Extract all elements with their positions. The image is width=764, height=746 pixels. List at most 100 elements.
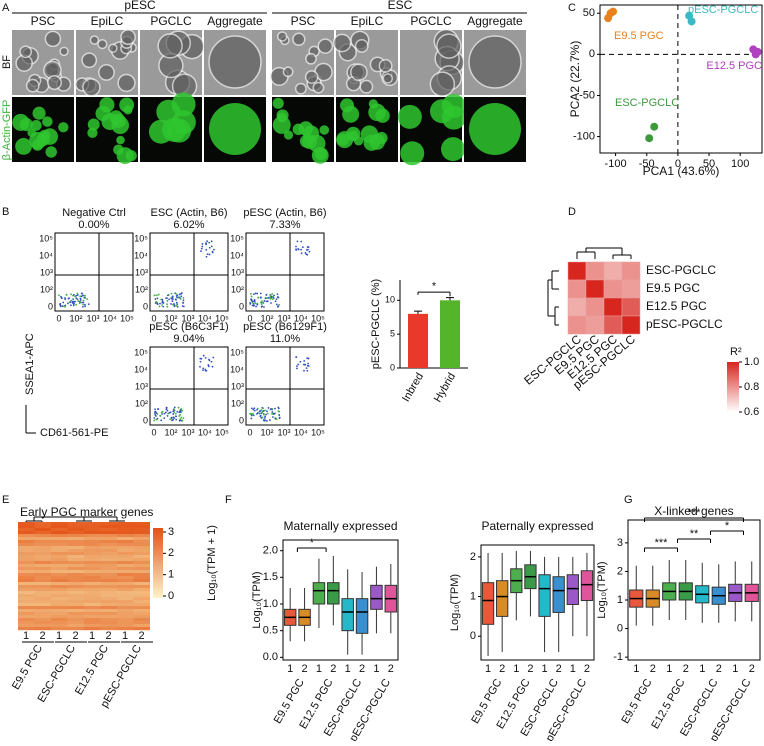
event-dot bbox=[172, 413, 175, 415]
heat-cell bbox=[51, 579, 68, 583]
event-dot bbox=[67, 302, 69, 305]
event-dot bbox=[252, 302, 255, 305]
heat-cell bbox=[100, 615, 117, 619]
heat-cell bbox=[117, 525, 134, 529]
event-dot bbox=[277, 406, 280, 409]
gfp-cell bbox=[319, 125, 330, 135]
chart-title: Paternally expressed bbox=[481, 519, 593, 533]
gfp-cell bbox=[95, 105, 111, 122]
gfp-cell bbox=[368, 99, 378, 109]
heat-cell bbox=[84, 525, 101, 529]
heat-cell bbox=[34, 555, 51, 559]
event-dot bbox=[208, 359, 211, 362]
heat-cell bbox=[84, 588, 101, 592]
heat-cell bbox=[84, 603, 101, 607]
heat-cell bbox=[100, 624, 117, 628]
heat-cell bbox=[117, 582, 134, 586]
x-tick-label: 10⁴ bbox=[198, 313, 212, 323]
plot-frame bbox=[627, 519, 761, 661]
heat-cell bbox=[133, 621, 150, 625]
event-dot bbox=[70, 304, 72, 307]
event-dot bbox=[250, 413, 252, 415]
heat-cell bbox=[51, 534, 68, 538]
heat-cell bbox=[100, 579, 117, 583]
event-dot bbox=[64, 304, 67, 307]
event-dot bbox=[58, 294, 60, 297]
heat-cell bbox=[117, 615, 134, 619]
x-tick-label: 2 bbox=[105, 630, 111, 642]
event-dot bbox=[176, 296, 179, 299]
heat-cell bbox=[84, 585, 101, 589]
event-dot bbox=[205, 248, 208, 251]
heat-cell bbox=[51, 600, 68, 604]
event-dot bbox=[75, 297, 78, 299]
heat-cell bbox=[51, 540, 68, 544]
box bbox=[552, 576, 565, 613]
heat-cell bbox=[567, 315, 587, 335]
heat-cell bbox=[133, 579, 150, 583]
significance: *** bbox=[655, 537, 669, 549]
heat-cell bbox=[100, 600, 117, 604]
heat-cell bbox=[117, 606, 134, 610]
heat-cell bbox=[51, 624, 68, 628]
x-tick-label: 10⁴ bbox=[294, 427, 308, 437]
event-dot bbox=[156, 413, 159, 415]
heat-cell bbox=[133, 582, 150, 586]
event-dot bbox=[206, 253, 209, 256]
heat-cell bbox=[100, 609, 117, 613]
event-dot bbox=[270, 408, 272, 410]
heat-cell bbox=[18, 612, 35, 616]
heat-cell bbox=[84, 597, 101, 601]
heat-cell bbox=[133, 537, 150, 541]
heat-cell bbox=[67, 612, 84, 616]
plot-frame bbox=[480, 544, 595, 661]
series-label: E12.5 PGC bbox=[706, 60, 762, 72]
heat-cell bbox=[84, 627, 101, 631]
bf-cell bbox=[19, 45, 33, 59]
box bbox=[580, 570, 594, 602]
point bbox=[609, 7, 618, 16]
event-dot bbox=[270, 296, 273, 299]
event-dot bbox=[250, 417, 253, 420]
x-tick-label: 1 bbox=[666, 663, 672, 675]
colorbar bbox=[727, 362, 739, 412]
event-dot bbox=[153, 419, 156, 422]
box bbox=[327, 582, 340, 605]
heat-cell bbox=[84, 567, 101, 571]
event-dot bbox=[250, 407, 253, 410]
y-tick-label: 10² bbox=[135, 284, 148, 294]
event-dot bbox=[257, 411, 259, 414]
heat-cell bbox=[51, 621, 68, 625]
heat-cell bbox=[100, 552, 117, 556]
heat-cell bbox=[84, 621, 101, 625]
x-tick-label: -50 bbox=[639, 158, 655, 170]
event-dot bbox=[303, 360, 306, 362]
x-tick-label: 100 bbox=[731, 158, 749, 170]
event-dot bbox=[264, 419, 266, 422]
x-tick-label: 10² bbox=[260, 427, 273, 437]
heat-cell bbox=[67, 588, 84, 592]
x-tick-label: 10² bbox=[260, 313, 273, 323]
event-dot bbox=[64, 298, 67, 301]
panel-letter: D bbox=[568, 206, 576, 218]
heat-cell bbox=[133, 594, 150, 598]
x-tick-label: 2 bbox=[39, 630, 45, 642]
event-dot bbox=[84, 294, 86, 297]
heat-cell bbox=[67, 573, 84, 577]
column-label: Aggregate bbox=[207, 14, 263, 28]
x-tick-label: 2 bbox=[302, 663, 308, 675]
heat-cell bbox=[34, 564, 51, 568]
event-dot bbox=[173, 411, 176, 414]
event-dot bbox=[79, 295, 81, 298]
plot-percent: 0.00% bbox=[78, 219, 109, 231]
y-tick-label: 10² bbox=[135, 398, 148, 408]
heat-cell bbox=[133, 567, 150, 571]
heat-cell bbox=[100, 573, 117, 577]
heat-cell bbox=[18, 591, 35, 595]
heat-cell bbox=[18, 561, 35, 565]
heat-cell bbox=[18, 558, 35, 562]
plot-frame bbox=[599, 4, 763, 154]
heat-cell bbox=[51, 555, 68, 559]
event-dot bbox=[272, 416, 274, 418]
x-tick-label: 2 bbox=[556, 663, 562, 675]
